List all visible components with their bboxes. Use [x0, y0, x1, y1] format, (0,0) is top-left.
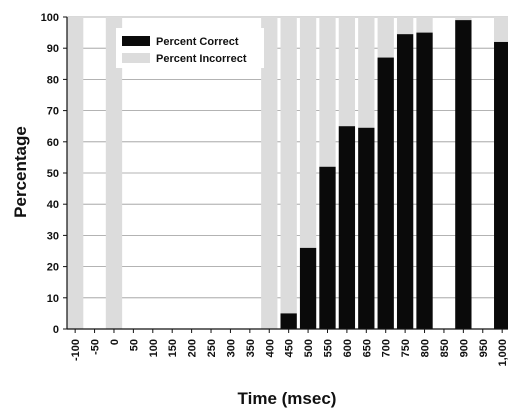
bar-incorrect: [494, 17, 508, 42]
bar-incorrect: [358, 17, 375, 128]
x-tick-label: 300: [225, 339, 237, 357]
legend: Percent Correct Percent Incorrect: [116, 28, 264, 68]
y-tick-label: 0: [53, 324, 59, 336]
x-tick-label: 0: [109, 339, 121, 345]
x-tick-label: 700: [381, 339, 393, 357]
bar-correct: [377, 57, 394, 330]
legend-label-correct: Percent Correct: [156, 36, 239, 48]
bar-correct: [455, 20, 472, 330]
x-tick-label: 600: [342, 339, 354, 357]
bar-correct: [319, 166, 336, 329]
x-tick-label: -50: [90, 339, 102, 355]
axes: [63, 16, 508, 333]
x-tick-label: 1,000: [497, 339, 508, 367]
x-tick-label: 950: [478, 339, 490, 357]
x-tick-label: 250: [206, 339, 218, 357]
bar-correct: [396, 34, 414, 329]
bar-correct: [299, 247, 317, 329]
y-tick-label: 60: [47, 137, 59, 149]
bar-incorrect: [416, 17, 433, 33]
x-tick-label: 800: [420, 339, 432, 357]
x-tick-label: 200: [187, 339, 199, 357]
bar-incorrect: [280, 17, 297, 314]
bar-correct: [338, 126, 356, 329]
x-tick-label: 150: [167, 339, 179, 357]
y-tick-label: 40: [47, 199, 59, 211]
y-tick-label: 20: [47, 262, 59, 274]
y-tick-label: 30: [47, 230, 59, 242]
bar-correct: [416, 32, 433, 329]
bar-incorrect: [455, 17, 472, 21]
legend-swatch-correct: [122, 36, 150, 46]
x-tick-label: 900: [458, 339, 470, 357]
x-tick-label: -100: [70, 339, 82, 361]
x-tick-label: 50: [128, 339, 140, 351]
x-tick-label: 500: [303, 339, 315, 357]
x-tick-label: 350: [245, 339, 257, 357]
y-tick-label: 70: [47, 106, 59, 118]
y-axis-title: Percentage: [11, 126, 30, 218]
bar-correct: [358, 127, 375, 329]
legend-swatch-incorrect: [122, 53, 150, 63]
y-tick-label: 80: [47, 74, 59, 86]
x-tick-label: 850: [439, 339, 451, 357]
x-tick-label: 450: [284, 339, 296, 357]
y-tick-label: 100: [41, 12, 59, 24]
y-tick-label: 10: [47, 293, 59, 305]
bars: [67, 17, 508, 330]
y-tick-label: 50: [47, 168, 59, 180]
bar-incorrect: [319, 17, 336, 167]
x-tick-labels: -100 -50 0 50 100 150 200 250 300 350 400 450 500 550…: [70, 339, 508, 367]
bar-correct: [494, 41, 508, 330]
x-tick-label: 100: [148, 339, 160, 357]
bar-correct: [280, 313, 297, 329]
x-tick-label: 650: [361, 339, 373, 357]
bar-incorrect: [299, 17, 317, 248]
bar-incorrect: [261, 17, 278, 329]
bar-incorrect: [377, 17, 394, 58]
x-tick-label: 400: [264, 339, 276, 357]
bar-incorrect: [338, 17, 356, 127]
bar-incorrect: [396, 17, 414, 35]
x-tick-label: 550: [322, 339, 334, 357]
bar-incorrect: [105, 17, 123, 329]
x-tick-label: 750: [400, 339, 412, 357]
legend-label-incorrect: Percent Incorrect: [156, 53, 247, 65]
bar-incorrect: [67, 17, 84, 329]
y-tick-labels: 0 10 20 30 40 50 60 70 80 90 100: [41, 12, 59, 336]
y-tick-label: 90: [47, 43, 59, 55]
x-axis-title: Time (msec): [238, 389, 337, 408]
